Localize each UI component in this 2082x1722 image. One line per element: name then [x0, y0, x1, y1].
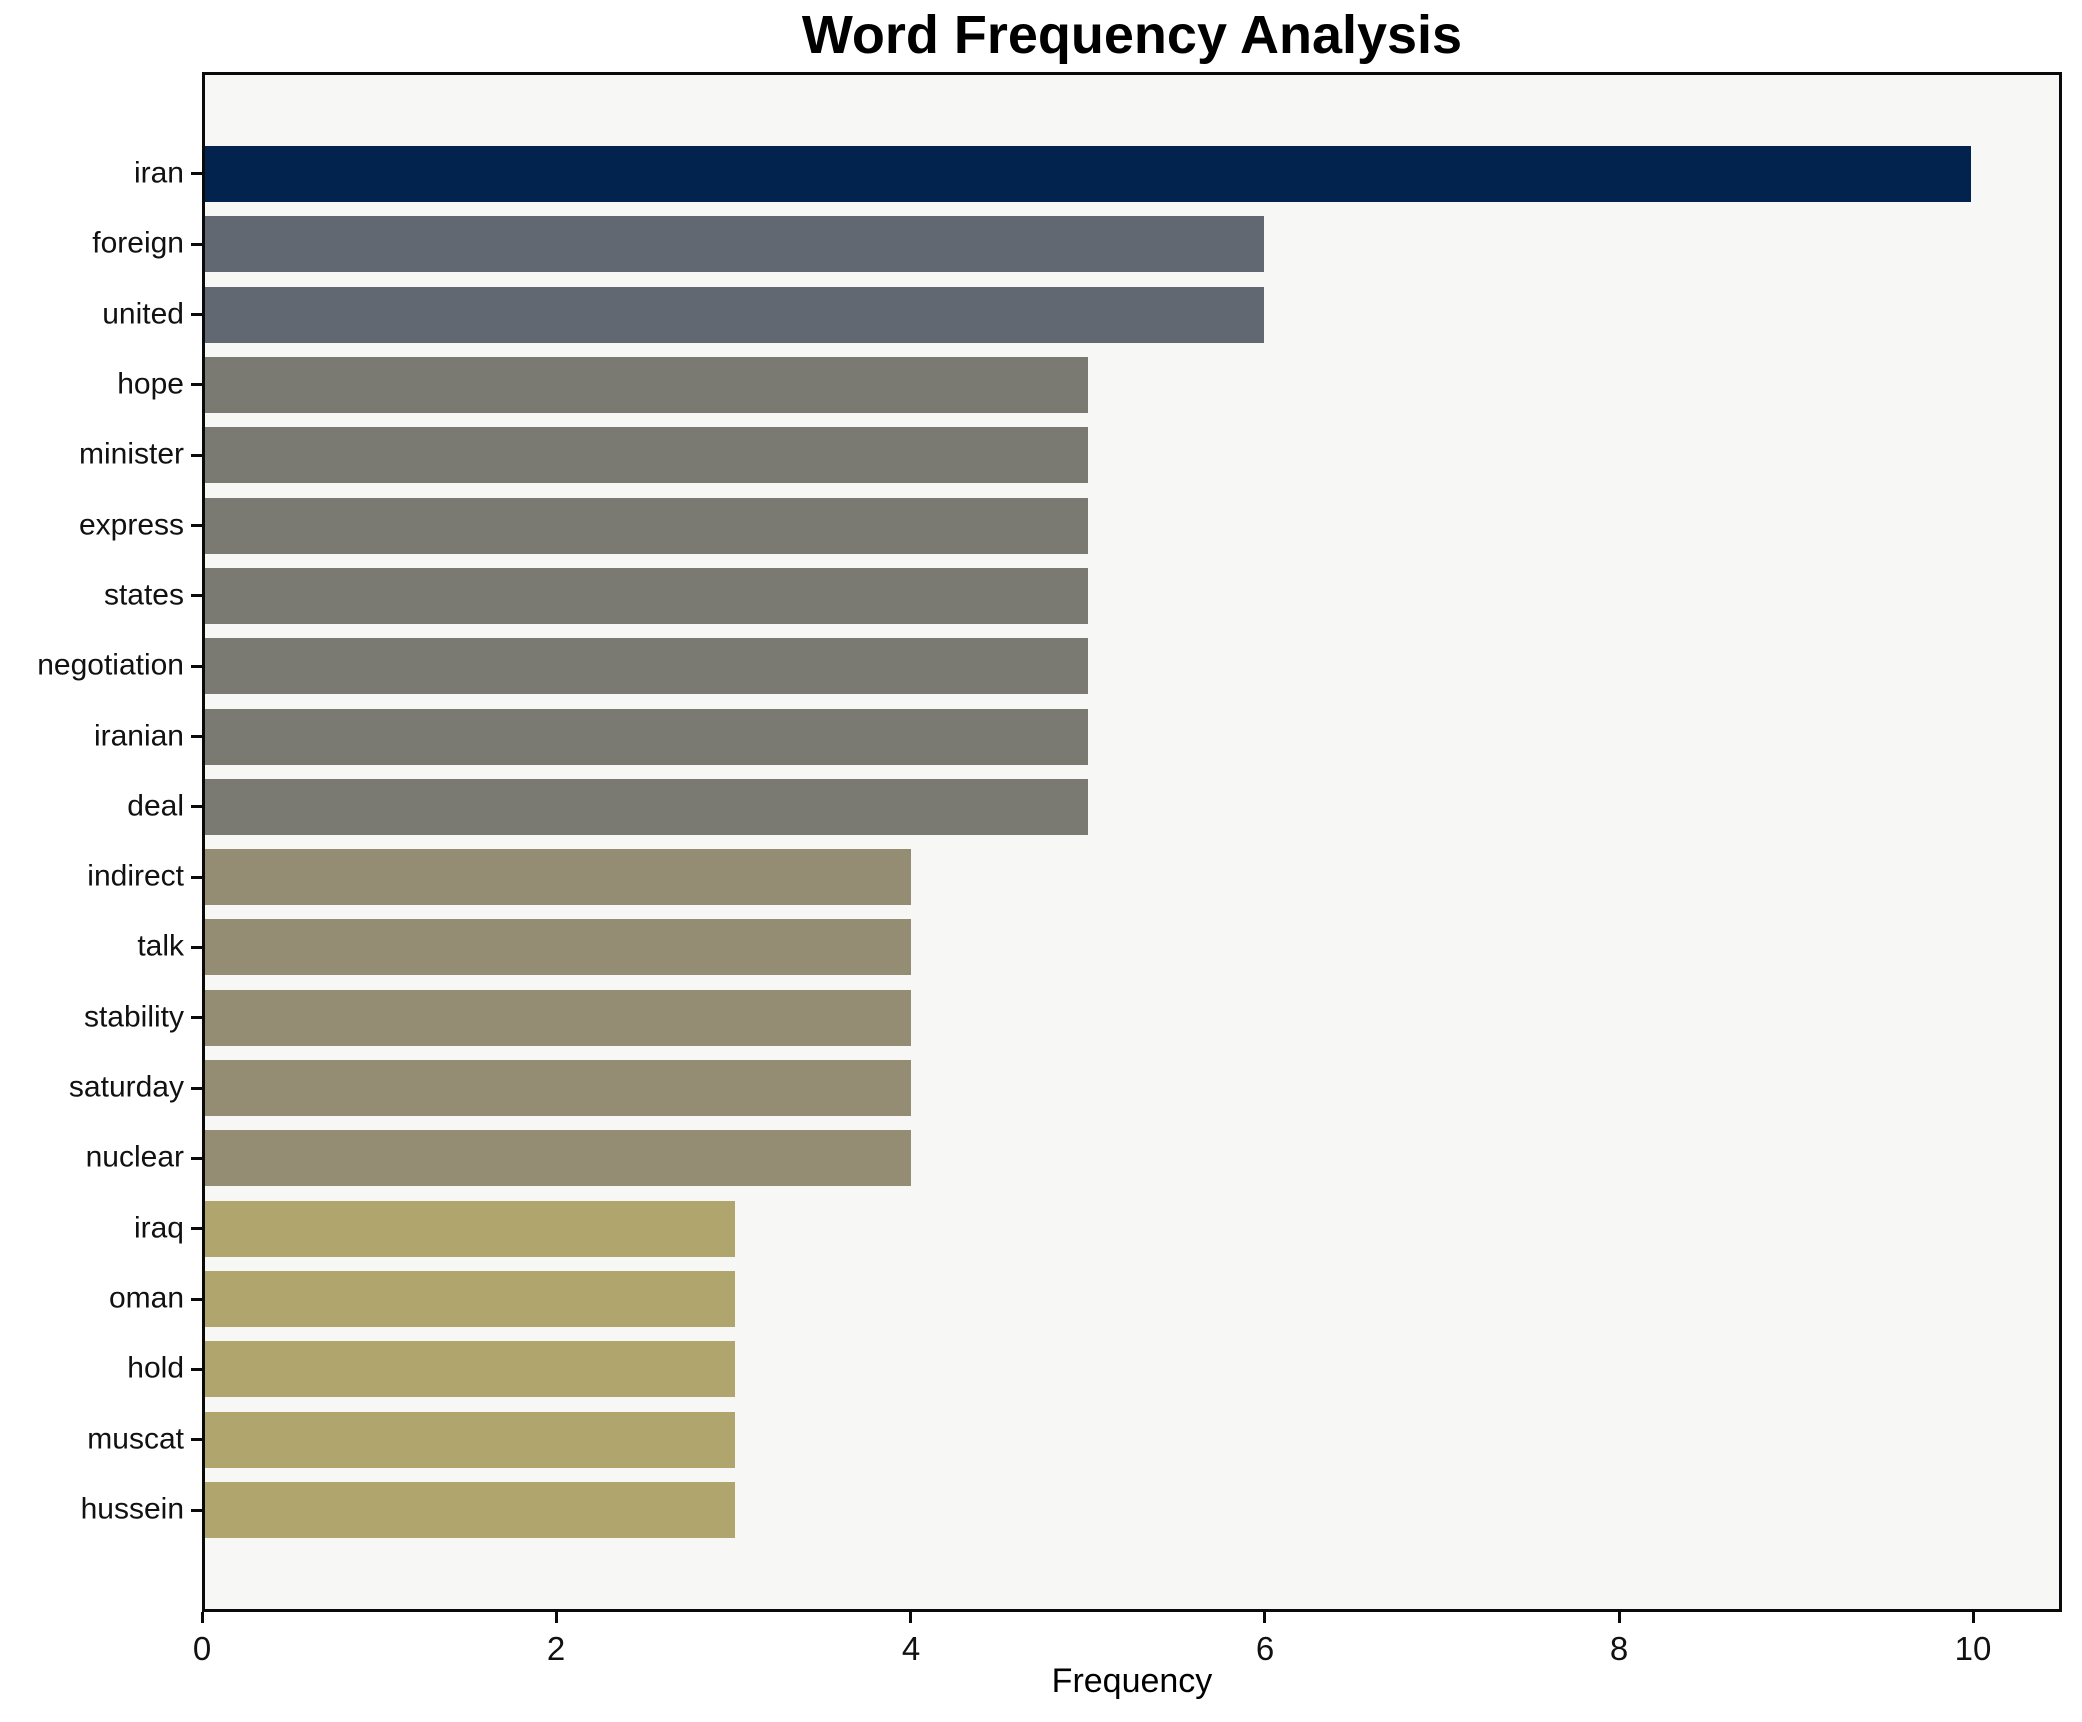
y-tick-label: hope [117, 367, 184, 401]
y-tick-mark [191, 1016, 202, 1019]
x-tick-label: 0 [192, 1630, 212, 1667]
bar [205, 427, 1088, 483]
x-tick-label: 6 [1255, 1630, 1275, 1667]
y-tick-label: hussein [80, 1492, 184, 1526]
bar [205, 709, 1088, 765]
y-tick-label: negotiation [37, 648, 184, 682]
y-tick-mark [191, 594, 202, 597]
y-tick-mark [191, 1157, 202, 1160]
x-tick-mark [1263, 1612, 1266, 1623]
y-tick-label: minister [78, 437, 184, 471]
y-tick-label: foreign [92, 226, 184, 260]
x-tick-label: 2 [546, 1630, 566, 1667]
y-tick-label: iraq [133, 1211, 184, 1245]
y-tick-label: iranian [93, 719, 184, 753]
y-tick-mark [191, 1438, 202, 1441]
bar [205, 1412, 735, 1468]
y-tick-label: deal [127, 789, 184, 823]
bar [205, 146, 1971, 202]
y-tick-label: stability [83, 1000, 184, 1034]
bar [205, 498, 1088, 554]
y-tick-mark [191, 313, 202, 316]
y-tick-label: nuclear [85, 1140, 184, 1174]
bar [205, 568, 1088, 624]
y-tick-label: states [103, 578, 184, 612]
bar [205, 919, 912, 975]
bar [205, 1130, 912, 1186]
bar [205, 638, 1088, 694]
y-tick-mark [191, 735, 202, 738]
y-tick-label: indirect [87, 859, 184, 893]
x-tick-label: 4 [901, 1630, 921, 1667]
y-tick-mark [191, 876, 202, 879]
x-tick-label: 8 [1609, 1630, 1629, 1667]
y-tick-mark [191, 524, 202, 527]
y-tick-label: hold [127, 1351, 184, 1385]
bar [205, 990, 912, 1046]
x-tick-mark [555, 1612, 558, 1623]
bar [205, 1341, 735, 1397]
y-tick-label: talk [137, 929, 184, 963]
x-tick-mark [909, 1612, 912, 1623]
bar [205, 1482, 735, 1538]
bar [205, 1271, 735, 1327]
y-tick-label: oman [108, 1281, 184, 1315]
bar [205, 216, 1265, 272]
y-tick-mark [191, 805, 202, 808]
chart-title: Word Frequency Analysis [801, 5, 1463, 65]
y-tick-mark [191, 1298, 202, 1301]
y-tick-mark [191, 1227, 202, 1230]
plot-area [202, 72, 2062, 1612]
x-axis-label: Frequency [1051, 1662, 1213, 1700]
y-tick-mark [191, 1087, 202, 1090]
y-tick-label: iran [133, 156, 184, 190]
bar [205, 1201, 735, 1257]
y-tick-mark [191, 383, 202, 386]
x-tick-label: 10 [1954, 1630, 1992, 1667]
y-tick-mark [191, 1368, 202, 1371]
y-tick-label: muscat [87, 1422, 184, 1456]
y-tick-mark [191, 665, 202, 668]
bar [205, 849, 912, 905]
y-tick-label: express [78, 508, 184, 542]
y-tick-mark [191, 454, 202, 457]
y-tick-label: saturday [68, 1070, 184, 1104]
x-tick-mark [1618, 1612, 1621, 1623]
y-tick-mark [191, 243, 202, 246]
y-tick-mark [191, 1509, 202, 1512]
x-tick-mark [201, 1612, 204, 1623]
y-tick-mark [191, 172, 202, 175]
y-tick-mark [191, 946, 202, 949]
bar [205, 287, 1265, 343]
y-tick-label: united [102, 297, 184, 331]
x-tick-mark [1972, 1612, 1975, 1623]
bar [205, 357, 1088, 413]
bar [205, 779, 1088, 835]
bar [205, 1060, 912, 1116]
